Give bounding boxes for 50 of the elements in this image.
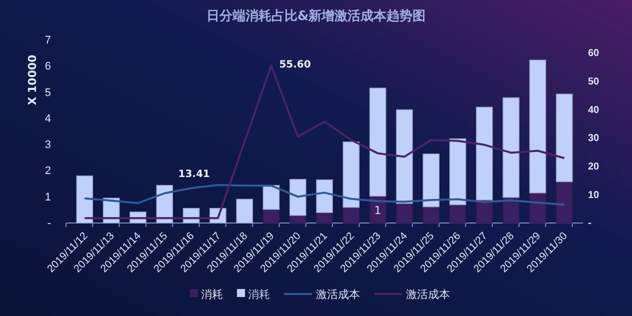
bar — [342, 206, 360, 224]
bar — [369, 88, 386, 196]
bar — [529, 192, 546, 224]
bar — [396, 202, 413, 224]
bar — [502, 97, 520, 198]
y2-tick-label: 60 — [588, 48, 600, 60]
bar — [396, 109, 413, 204]
data-label: 13.41 — [178, 169, 210, 180]
y-tick-label: 3 — [44, 139, 51, 152]
line-series — [84, 184, 566, 206]
y-tick-label: 7 — [44, 34, 51, 47]
bar — [289, 178, 306, 216]
bar — [529, 60, 546, 194]
y-tick-label: 5 — [44, 86, 51, 99]
bar — [289, 215, 306, 224]
bar — [262, 184, 280, 210]
bar — [76, 176, 94, 224]
text: 消耗 — [248, 288, 270, 301]
bar — [556, 94, 573, 182]
data-label: 55.60 — [279, 59, 311, 70]
bar — [556, 181, 573, 224]
legend-label: 激活成本 — [406, 288, 450, 301]
annotation: 1 — [374, 204, 382, 217]
bar — [236, 198, 253, 224]
y-axis-title: X 10000 — [26, 54, 39, 106]
chart-title: 日分端消耗占比&新增激活成本趋势图 — [206, 8, 426, 24]
y2-tick-label: - — [588, 218, 592, 230]
legend-label: 激活成本 — [316, 288, 360, 301]
bar — [476, 106, 493, 200]
bar — [449, 204, 466, 224]
bar — [262, 209, 280, 224]
y-tick-label: 6 — [44, 60, 51, 73]
bar — [502, 196, 520, 224]
y-tick-label: 4 — [44, 112, 51, 125]
y2-tick-label: 30 — [588, 133, 600, 144]
y2-tick-label: 40 — [588, 104, 600, 116]
bar — [422, 154, 440, 208]
y-tick-label: 1 — [44, 191, 51, 204]
y2-tick-label: 20 — [588, 162, 600, 173]
bar — [422, 206, 440, 224]
y2-tick-label: 50 — [588, 76, 600, 88]
bar — [476, 200, 493, 224]
legend-label: 消耗 — [201, 288, 223, 301]
bar — [316, 179, 333, 213]
y2-tick-label: 10 — [588, 190, 600, 201]
y-tick-label: - — [47, 218, 52, 230]
bar — [342, 142, 360, 208]
y-tick-label: 2 — [44, 165, 51, 178]
bar — [316, 212, 333, 224]
bar — [449, 138, 466, 206]
